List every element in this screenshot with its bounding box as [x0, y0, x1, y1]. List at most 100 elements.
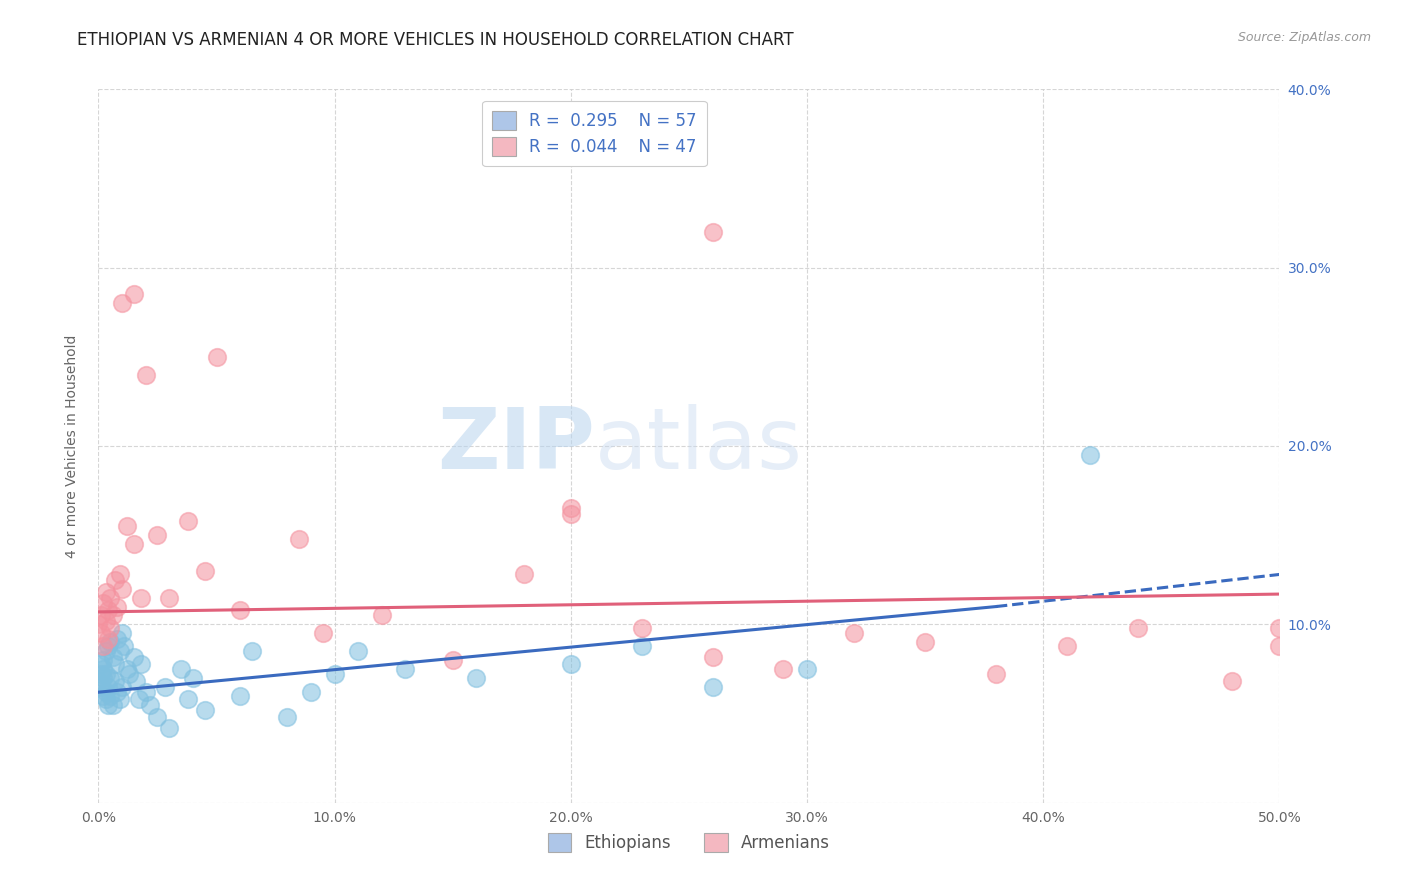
Point: [146, 528, 169, 542]
Point: [91, 662, 114, 676]
Point: [112, 639, 135, 653]
Point: [94, 644, 117, 658]
Point: [441, 653, 464, 667]
Point: [205, 350, 228, 364]
Point: [276, 710, 298, 724]
Point: [702, 225, 724, 239]
Point: [91, 639, 114, 653]
Point: [129, 591, 152, 605]
Y-axis label: 4 or more Vehicles in Household: 4 or more Vehicles in Household: [65, 334, 79, 558]
Point: [465, 671, 488, 685]
Point: [94, 614, 117, 628]
Point: [94, 585, 117, 599]
Point: [90, 608, 112, 623]
Point: [135, 685, 157, 699]
Text: atlas: atlas: [595, 404, 803, 488]
Point: [111, 680, 134, 694]
Point: [87, 674, 110, 689]
Point: [240, 644, 263, 658]
Point: [1268, 639, 1291, 653]
Point: [115, 662, 138, 676]
Point: [90, 680, 112, 694]
Point: [772, 662, 794, 676]
Point: [122, 287, 145, 301]
Point: [177, 514, 200, 528]
Point: [98, 635, 121, 649]
Point: [323, 667, 346, 681]
Text: ZIP: ZIP: [437, 404, 595, 488]
Point: [108, 567, 131, 582]
Point: [118, 667, 141, 681]
Point: [146, 710, 169, 724]
Text: Source: ZipAtlas.com: Source: ZipAtlas.com: [1237, 31, 1371, 45]
Point: [129, 657, 152, 671]
Point: [796, 662, 818, 676]
Point: [181, 671, 204, 685]
Point: [1080, 448, 1102, 462]
Point: [157, 591, 180, 605]
Point: [512, 567, 534, 582]
Point: [104, 657, 127, 671]
Point: [111, 582, 134, 596]
Point: [371, 608, 394, 623]
Point: [1268, 621, 1291, 635]
Point: [229, 689, 252, 703]
Point: [299, 685, 322, 699]
Point: [984, 667, 1007, 681]
Point: [98, 591, 121, 605]
Point: [97, 680, 120, 694]
Point: [91, 596, 114, 610]
Point: [702, 649, 724, 664]
Point: [94, 692, 117, 706]
Point: [94, 685, 117, 699]
Point: [97, 698, 120, 712]
Point: [105, 685, 128, 699]
Point: [111, 626, 134, 640]
Point: [560, 501, 582, 516]
Point: [1056, 639, 1078, 653]
Point: [630, 639, 652, 653]
Point: [128, 692, 150, 706]
Point: [97, 639, 120, 653]
Point: [347, 644, 370, 658]
Point: [229, 603, 252, 617]
Point: [104, 674, 127, 689]
Point: [97, 603, 120, 617]
Point: [560, 657, 582, 671]
Text: ETHIOPIAN VS ARMENIAN 4 OR MORE VEHICLES IN HOUSEHOLD CORRELATION CHART: ETHIOPIAN VS ARMENIAN 4 OR MORE VEHICLES…: [77, 31, 794, 49]
Point: [104, 573, 127, 587]
Point: [101, 649, 124, 664]
Point: [312, 626, 335, 640]
Point: [101, 608, 124, 623]
Point: [90, 626, 112, 640]
Point: [94, 667, 117, 681]
Point: [394, 662, 416, 676]
Point: [170, 662, 193, 676]
Point: [1220, 674, 1243, 689]
Point: [288, 532, 311, 546]
Point: [115, 519, 138, 533]
Point: [105, 599, 128, 614]
Legend: Ethiopians, Armenians: Ethiopians, Armenians: [541, 826, 837, 859]
Point: [194, 564, 217, 578]
Point: [98, 671, 121, 685]
Point: [97, 632, 120, 646]
Point: [1126, 621, 1149, 635]
Point: [914, 635, 936, 649]
Point: [91, 671, 114, 685]
Point: [122, 649, 145, 664]
Point: [108, 644, 131, 658]
Point: [98, 689, 121, 703]
Point: [194, 703, 217, 717]
Point: [844, 626, 866, 640]
Point: [105, 632, 128, 646]
Point: [108, 692, 131, 706]
Point: [90, 657, 112, 671]
Point: [122, 537, 145, 551]
Point: [125, 674, 148, 689]
Point: [139, 698, 162, 712]
Point: [111, 296, 134, 310]
Point: [101, 698, 124, 712]
Point: [135, 368, 157, 382]
Point: [90, 667, 112, 681]
